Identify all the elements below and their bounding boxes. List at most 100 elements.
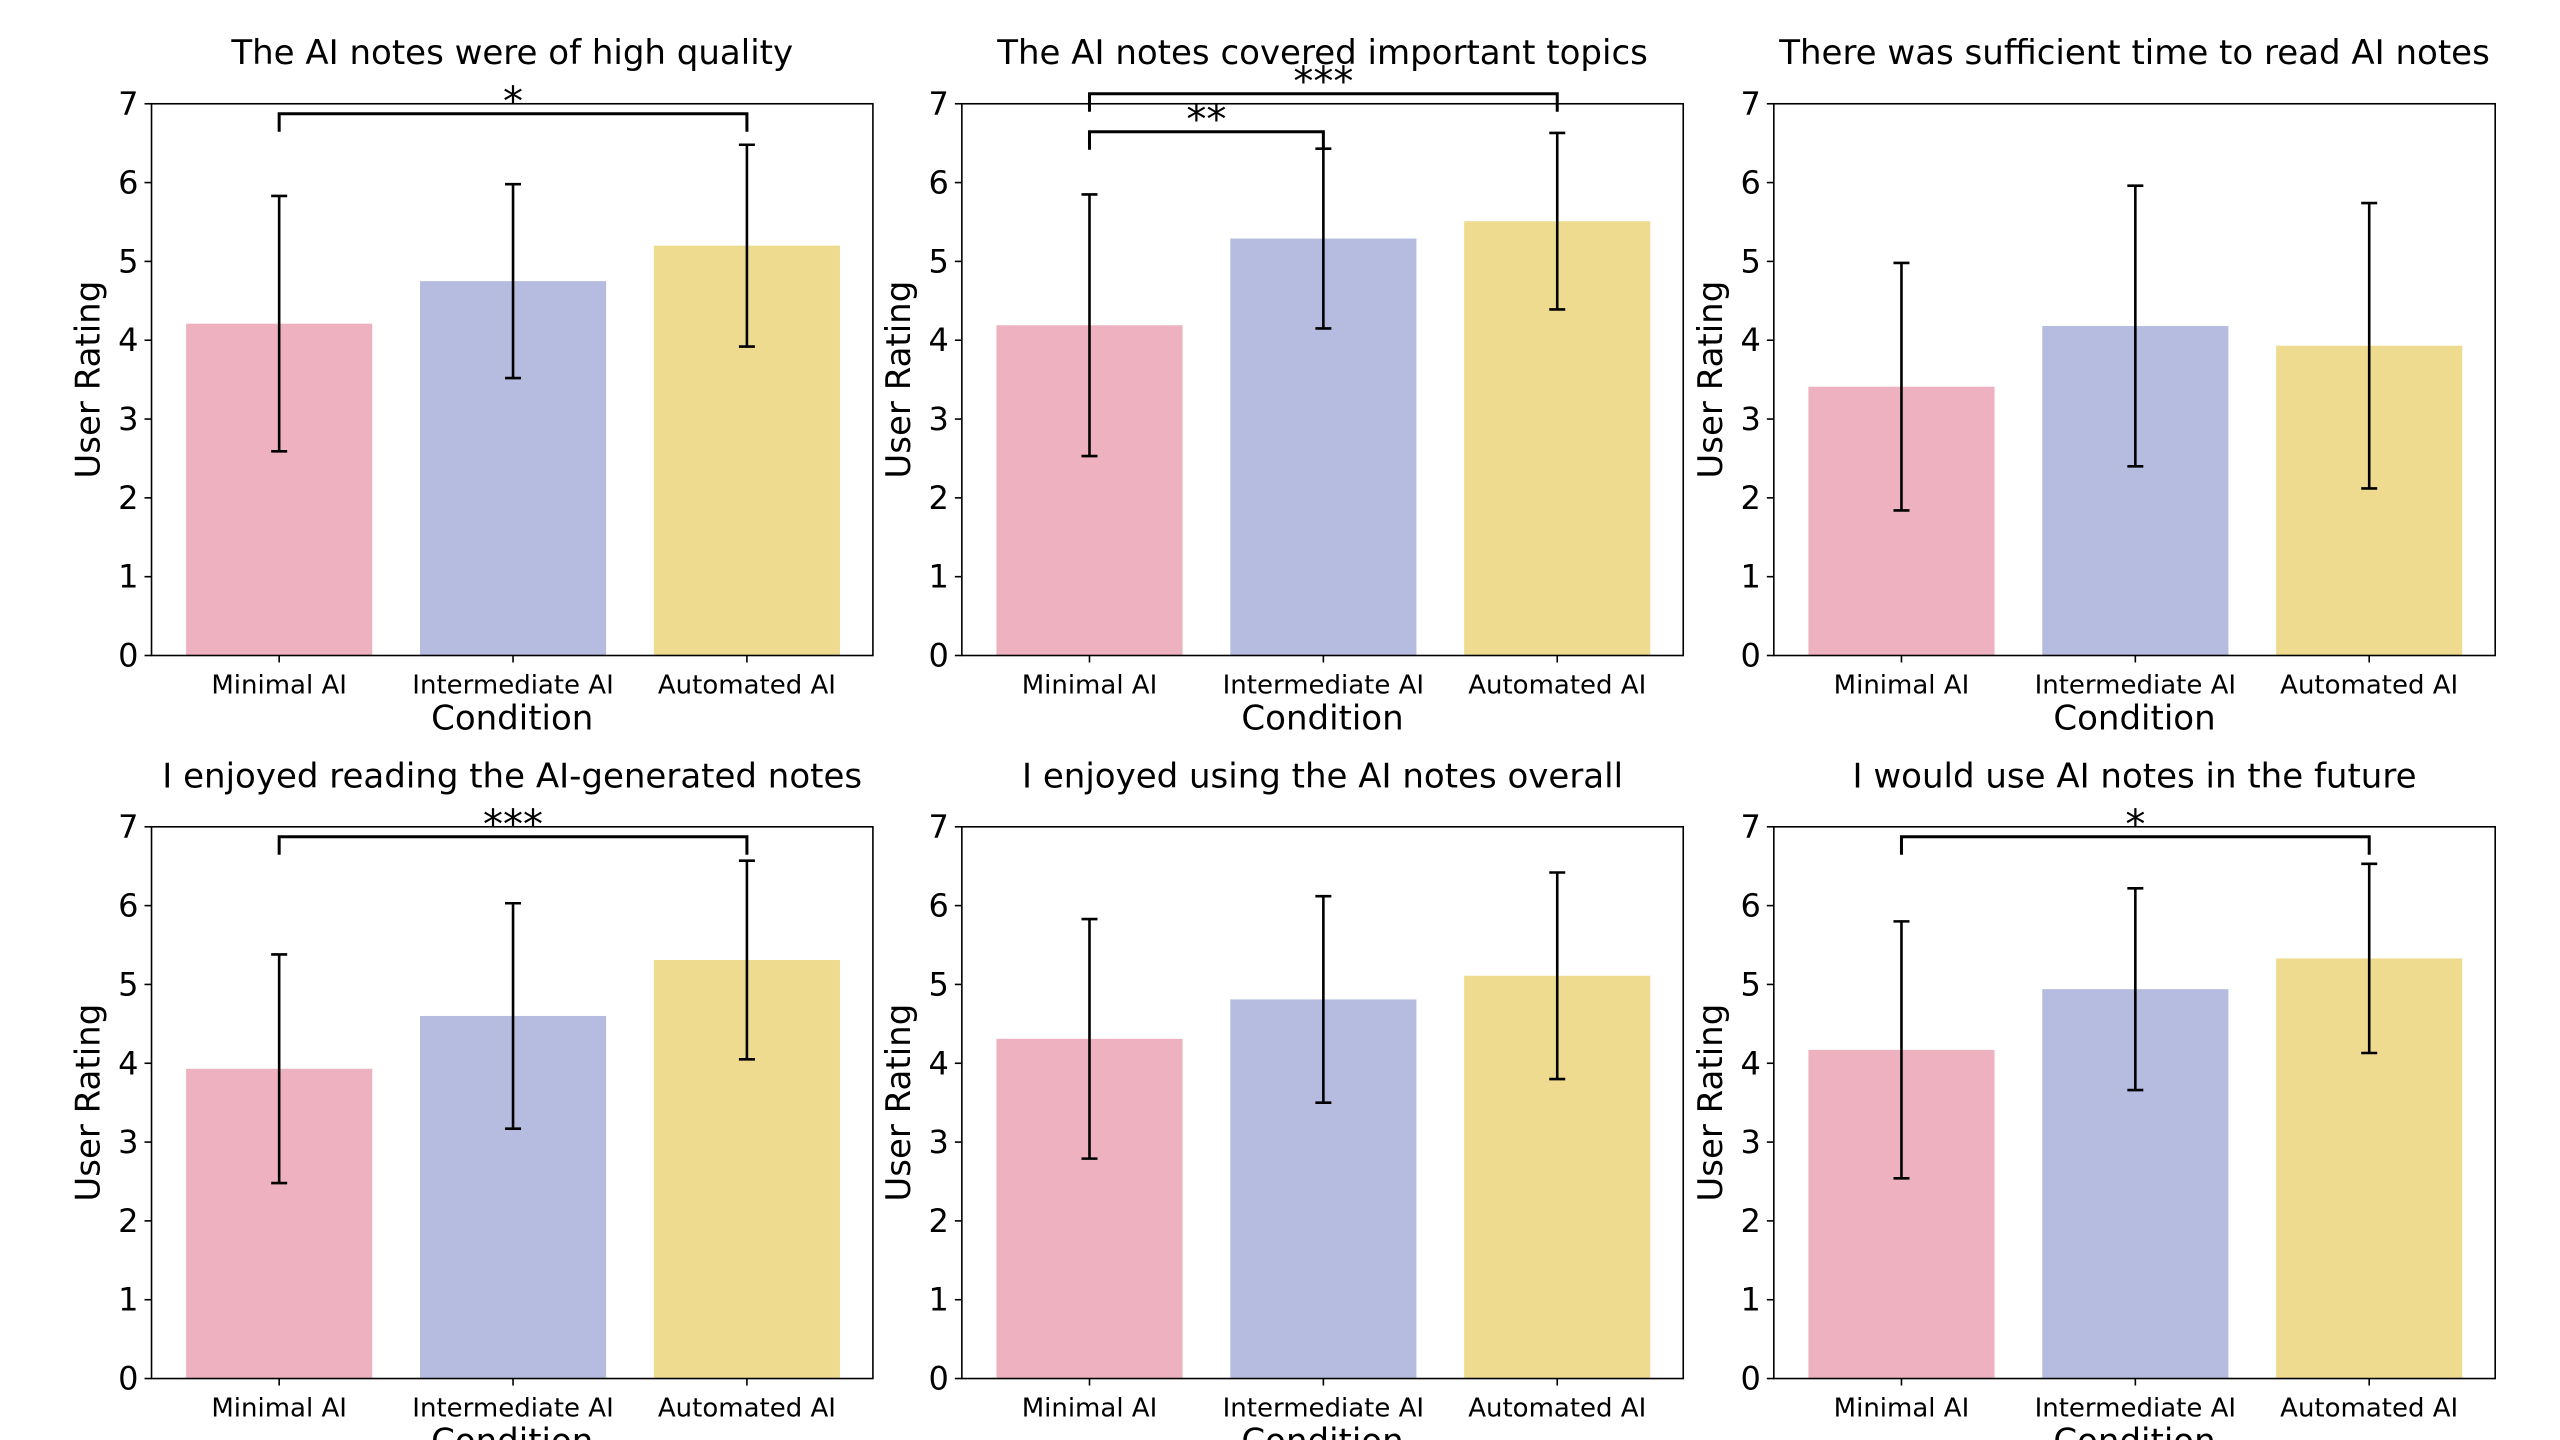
chart-title: I would use AI notes in the future <box>1853 756 2417 796</box>
chart-title: The AI notes covered important topics <box>996 33 1648 73</box>
y-tick-label: 3 <box>1740 400 1760 438</box>
y-tick-label: 5 <box>1740 242 1760 280</box>
y-tick-label: 5 <box>1740 965 1760 1003</box>
y-tick-label: 0 <box>928 637 948 675</box>
chart-panel-3: There was sufficient time to read AI not… <box>1691 33 2497 739</box>
y-tick-label: 3 <box>1740 1123 1760 1161</box>
chart-title: I enjoyed reading the AI-generated notes <box>162 756 862 796</box>
y-tick-label: 6 <box>118 887 138 925</box>
y-tick-label: 6 <box>928 164 948 202</box>
y-tick-label: 1 <box>1740 558 1760 596</box>
y-tick-label: 4 <box>118 1044 138 1082</box>
y-tick-label: 1 <box>928 558 948 596</box>
y-axis-label: User Rating <box>879 281 919 479</box>
y-tick-label: 4 <box>1740 321 1760 359</box>
x-tick-label: Minimal AI <box>1834 671 1970 701</box>
y-tick-label: 6 <box>1740 887 1760 925</box>
y-tick-label: 1 <box>1740 1281 1760 1319</box>
y-tick-label: 2 <box>1740 479 1760 517</box>
y-tick-label: 0 <box>1740 637 1760 675</box>
x-axis-label: Condition <box>431 1422 593 1440</box>
y-tick-label: 1 <box>118 1281 138 1319</box>
y-axis-label: User Rating <box>1691 1004 1731 1202</box>
y-tick-label: 0 <box>928 1360 948 1398</box>
y-axis-label: User Rating <box>69 1004 109 1202</box>
y-tick-label: 5 <box>118 242 138 280</box>
x-tick-label: Intermediate AI <box>1223 1394 1424 1424</box>
y-tick-label: 4 <box>1740 1044 1760 1082</box>
y-tick-label: 7 <box>1740 85 1760 123</box>
significance-label: * <box>2125 802 2145 848</box>
y-tick-label: 1 <box>118 558 138 596</box>
y-axis-label: User Rating <box>69 281 109 479</box>
x-tick-label: Minimal AI <box>211 671 347 701</box>
x-tick-label: Intermediate AI <box>412 671 613 701</box>
y-tick-label: 0 <box>118 637 138 675</box>
significance-label: *** <box>483 802 543 848</box>
x-axis-label: Condition <box>1241 1422 1403 1440</box>
x-axis-label: Condition <box>431 699 593 739</box>
chart-panel-6: I would use AI notes in the future Minima… <box>1691 756 2497 1440</box>
x-tick-label: Minimal AI <box>1022 671 1158 701</box>
significance-bracket <box>277 835 749 855</box>
x-tick-label: Automated AI <box>1468 671 1646 701</box>
x-tick-label: Intermediate AI <box>2035 671 2236 701</box>
y-tick-label: 3 <box>118 400 138 438</box>
axes-frame <box>961 102 1685 657</box>
y-tick-label: 2 <box>118 1202 138 1240</box>
chart-title: I enjoyed using the AI notes overall <box>1022 756 1623 796</box>
y-tick-label: 6 <box>118 164 138 202</box>
x-tick-label: Minimal AI <box>1022 1394 1158 1424</box>
axes-frame <box>961 825 1685 1380</box>
x-axis-label: Condition <box>2053 699 2215 739</box>
y-tick-label: 7 <box>928 808 948 846</box>
x-axis-label: Condition <box>2053 1422 2215 1440</box>
x-tick-label: Intermediate AI <box>412 1394 613 1424</box>
x-tick-label: Intermediate AI <box>2035 1394 2236 1424</box>
y-tick-label: 6 <box>928 887 948 925</box>
x-tick-label: Intermediate AI <box>1223 671 1424 701</box>
significance-label: ** <box>1186 97 1226 143</box>
y-tick-label: 2 <box>1740 1202 1760 1240</box>
y-tick-label: 5 <box>928 965 948 1003</box>
chart-panel-1: The AI notes were of high quality Minimal… <box>69 33 874 739</box>
axes-frame <box>150 825 874 1380</box>
y-tick-label: 0 <box>118 1360 138 1398</box>
y-tick-label: 4 <box>928 321 948 359</box>
y-tick-label: 4 <box>928 1044 948 1082</box>
axes-frame <box>150 102 874 657</box>
y-tick-label: 2 <box>928 1202 948 1240</box>
axes-frame <box>1773 102 2497 657</box>
x-tick-label: Minimal AI <box>211 1394 347 1424</box>
y-tick-label: 0 <box>1740 1360 1760 1398</box>
significance-bracket <box>1899 835 2371 855</box>
y-tick-label: 5 <box>118 965 138 1003</box>
chart-panel-5: I enjoyed using the AI notes overall Mini… <box>879 756 1685 1440</box>
y-tick-label: 4 <box>118 321 138 359</box>
y-tick-label: 7 <box>928 85 948 123</box>
y-tick-label: 2 <box>928 479 948 517</box>
y-tick-label: 3 <box>928 1123 948 1161</box>
significance-label: * <box>503 79 523 125</box>
x-tick-label: Automated AI <box>2280 1394 2458 1424</box>
significance-label: *** <box>1293 59 1353 105</box>
y-tick-label: 7 <box>118 808 138 846</box>
significance-bracket <box>1087 92 1559 112</box>
y-tick-label: 3 <box>928 400 948 438</box>
y-axis-label: User Rating <box>879 1004 919 1202</box>
y-tick-label: 7 <box>118 85 138 123</box>
y-tick-label: 6 <box>1740 164 1760 202</box>
x-tick-label: Automated AI <box>658 671 836 701</box>
significance-bracket <box>277 112 749 132</box>
x-tick-label: Automated AI <box>658 1394 836 1424</box>
x-tick-label: Automated AI <box>1468 1394 1646 1424</box>
y-tick-label: 7 <box>1740 808 1760 846</box>
chart-title: The AI notes were of high quality <box>230 33 793 73</box>
y-tick-label: 1 <box>928 1281 948 1319</box>
x-tick-label: Automated AI <box>2280 671 2458 701</box>
significance-bracket <box>1087 130 1325 150</box>
y-tick-label: 3 <box>118 1123 138 1161</box>
y-axis-label: User Rating <box>1691 281 1731 479</box>
chart-title: There was sufficient time to read AI not… <box>1778 33 2490 73</box>
x-axis-label: Condition <box>1241 699 1403 739</box>
